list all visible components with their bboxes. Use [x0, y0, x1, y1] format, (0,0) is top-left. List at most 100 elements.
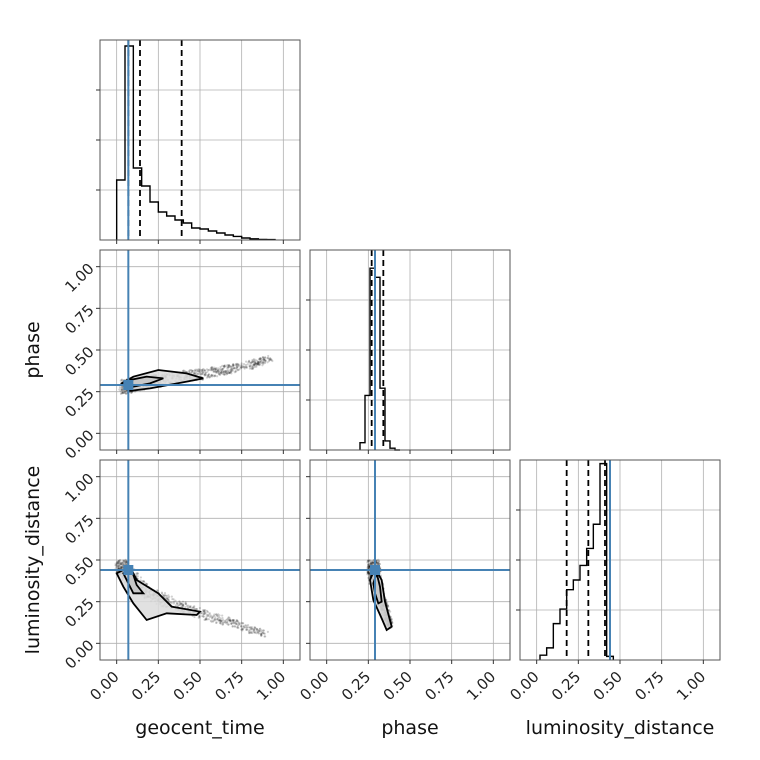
sample-point [233, 618, 236, 622]
sample-point [203, 618, 206, 621]
sample-point [182, 603, 185, 606]
sample-point [264, 356, 267, 359]
sample-point [247, 631, 251, 634]
sample-point [258, 629, 261, 632]
sample-point [197, 616, 200, 619]
x-tick-label-c0-1: 0.25 [128, 668, 164, 704]
sample-point [199, 368, 202, 371]
sample-point [219, 372, 222, 375]
sample-point [227, 365, 230, 368]
sample-point [121, 391, 124, 395]
sample-point [254, 358, 257, 361]
sample-point [248, 632, 251, 635]
x-tick-label-c0-4: 1.00 [253, 668, 289, 704]
ticks-r2-c0 [96, 476, 284, 664]
sample-point [258, 628, 261, 631]
sample-point [262, 629, 265, 632]
sample-point [209, 375, 212, 378]
sample-point [171, 597, 174, 601]
histogram-step-phase [359, 267, 400, 451]
sample-point [247, 626, 251, 629]
sample-point [198, 615, 201, 618]
sample-point [233, 625, 236, 628]
x-tick-label-c1-3: 0.75 [421, 668, 457, 704]
sample-point [266, 356, 270, 360]
sample-point [257, 363, 260, 366]
sample-point [366, 570, 369, 574]
sample-point [125, 389, 128, 392]
sample-point [200, 368, 204, 372]
sample-point [229, 367, 233, 371]
sample-point [202, 367, 205, 371]
sample-point [223, 373, 226, 376]
sample-point [255, 627, 258, 631]
sample-point [161, 594, 165, 597]
sample-point [367, 565, 370, 568]
sample-point [174, 604, 177, 607]
sample-point [378, 562, 381, 566]
sample-point [124, 560, 127, 564]
sample-point [181, 603, 184, 606]
sample-point [366, 560, 369, 563]
sample-point [206, 609, 209, 613]
sample-point [372, 561, 375, 564]
sample-point [253, 364, 256, 367]
sample-point [268, 358, 271, 362]
sample-point [253, 630, 257, 634]
sample-point [253, 362, 257, 365]
sample-point [167, 594, 170, 597]
sample-point [170, 601, 174, 604]
sample-point [219, 620, 222, 623]
sample-point [213, 619, 217, 622]
sample-point [231, 363, 235, 366]
x-tick-label-c0-3: 0.75 [211, 668, 247, 704]
sample-point [240, 362, 243, 365]
sample-point [201, 371, 205, 374]
ticks-r0-c0 [96, 89, 284, 244]
sample-point [261, 631, 264, 635]
sample-point [176, 602, 179, 605]
sample-point [167, 599, 170, 602]
sample-point [256, 362, 260, 366]
sample-point [234, 364, 238, 367]
sample-point [195, 608, 199, 611]
sample-point [119, 389, 122, 392]
sample-point [212, 619, 215, 622]
sample-point [264, 359, 267, 363]
sample-point [124, 391, 127, 394]
sample-point [258, 629, 261, 632]
sample-point [205, 376, 209, 379]
sample-point [203, 373, 206, 376]
sample-point [125, 561, 128, 564]
sample-point [232, 364, 235, 367]
sample-point [121, 562, 125, 565]
sample-point [226, 621, 229, 624]
sample-point [222, 369, 225, 373]
sample-point [260, 634, 263, 637]
sample-point [218, 619, 221, 622]
sample-point [200, 612, 203, 615]
sample-point [125, 389, 128, 392]
y-tick-label-r1-3: 0.75 [61, 301, 97, 337]
sample-point [212, 369, 215, 372]
sample-point [375, 559, 379, 562]
sample-point [225, 619, 228, 622]
sample-point [216, 617, 219, 620]
sample-point [249, 626, 252, 629]
sample-point [235, 364, 238, 367]
sample-point [220, 369, 223, 372]
sample-point [205, 374, 208, 377]
sample-point [252, 365, 255, 369]
sample-point [250, 367, 254, 371]
sample-point [198, 614, 201, 618]
sample-point [212, 370, 215, 374]
sample-point [210, 367, 213, 370]
sample-point [245, 626, 248, 629]
sample-point [219, 617, 222, 620]
sample-point [206, 375, 210, 378]
sample-point [221, 623, 224, 626]
sample-point [252, 628, 256, 632]
sample-point [190, 371, 194, 374]
sample-point [236, 362, 239, 366]
sample-point [120, 566, 123, 569]
